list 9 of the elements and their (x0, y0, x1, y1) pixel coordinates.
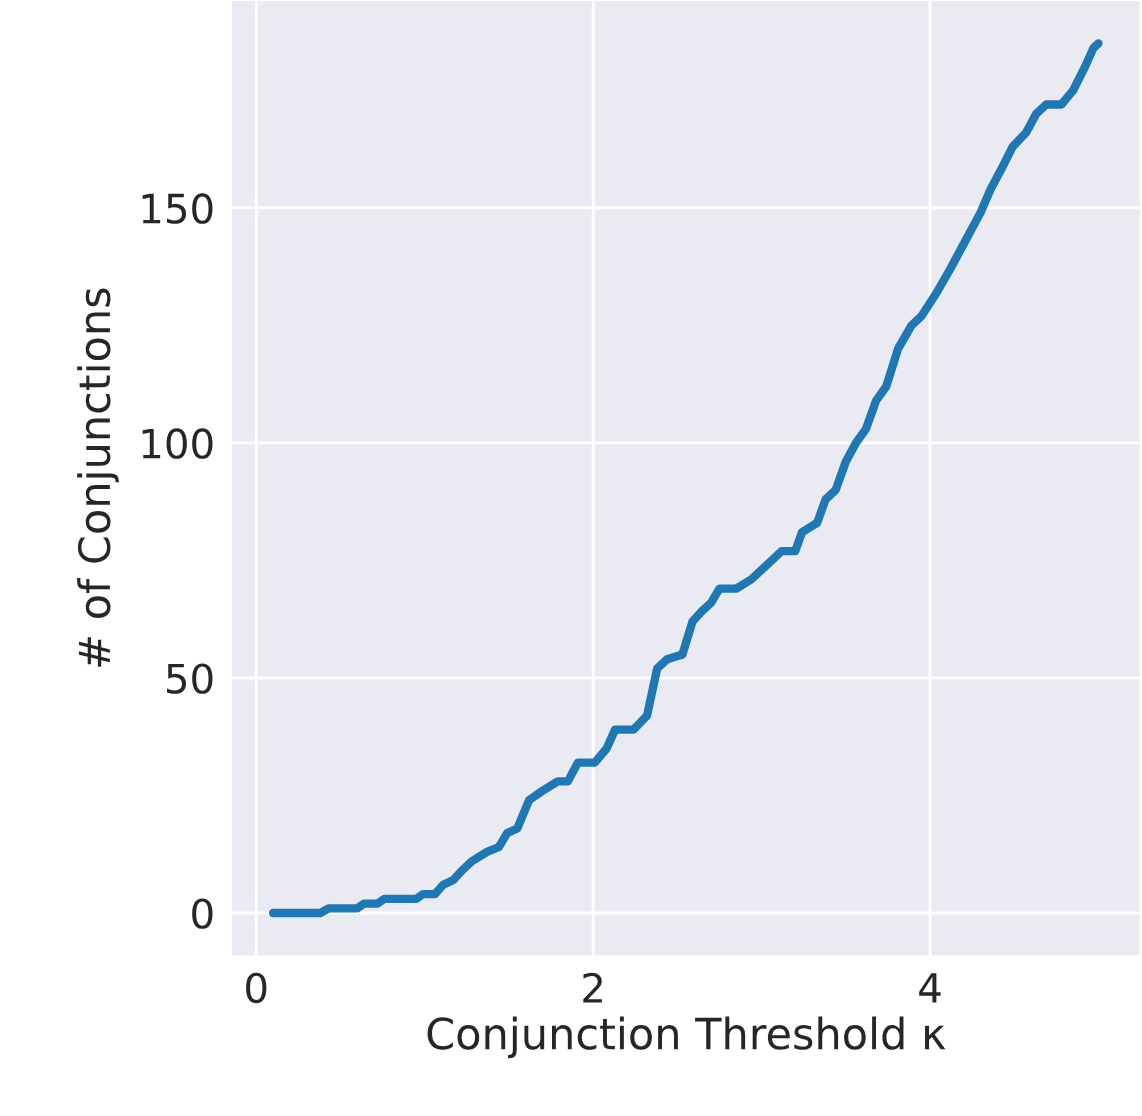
x-axis-title: Conjunction Threshold κ (427, 1016, 946, 1059)
x-tick-label: 2 (583, 972, 602, 1003)
y-axis-title: # of Conjunctions (77, 288, 119, 667)
y-tick-label: 0 (192, 898, 213, 929)
x-tick-label: 4 (919, 973, 941, 1003)
y-tick-label: 50 (167, 663, 213, 694)
y-tick-label: 100 (142, 428, 213, 459)
y-tick-label: 150 (142, 193, 213, 224)
x-tick-label: 0 (246, 972, 267, 1004)
